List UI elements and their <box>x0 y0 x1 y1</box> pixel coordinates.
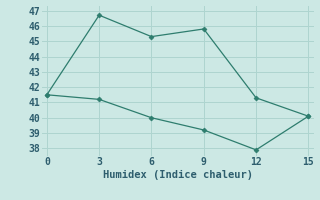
X-axis label: Humidex (Indice chaleur): Humidex (Indice chaleur) <box>103 170 252 180</box>
